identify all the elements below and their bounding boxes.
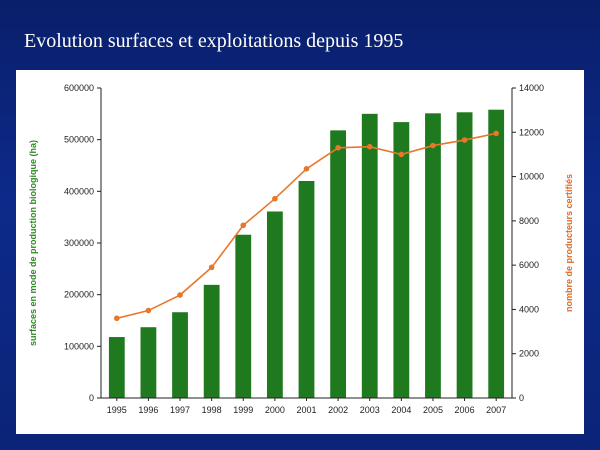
chart-panel: 0 100000 200000 300000 400000 500000 600000 0 20… — [16, 70, 584, 434]
line-point-1998 — [208, 264, 215, 271]
bar-series — [108, 109, 505, 399]
bar-2000 — [266, 211, 283, 398]
axes: 0 100000 200000 300000 400000 500000 600000 0 20… — [64, 83, 544, 415]
line-point-2004 — [398, 151, 405, 158]
slide-title: Evolution surfaces et exploitations depu… — [24, 30, 404, 52]
left-tick-label: 100000 — [64, 341, 94, 351]
right-tick-label: 8000 — [519, 216, 539, 226]
line-point-2007 — [493, 130, 499, 137]
right-tick-label: 4000 — [519, 304, 539, 314]
x-tick-label: 2001 — [296, 405, 316, 415]
x-tick-label: 2003 — [360, 405, 380, 415]
line-point-1996 — [145, 307, 152, 314]
bar-2003 — [361, 113, 378, 399]
right-tick-label: 10000 — [519, 172, 544, 182]
right-tick-label: 12000 — [519, 127, 544, 137]
combo-chart: 0 100000 200000 300000 400000 500000 600000 0 20… — [28, 83, 574, 415]
x-tick-label: 2002 — [328, 405, 348, 415]
left-tick-label: 600000 — [64, 83, 94, 93]
left-tick-label: 300000 — [64, 238, 94, 248]
line-series — [114, 130, 499, 322]
x-tick-label: 2000 — [265, 405, 285, 415]
axis-labels: surfaces en mode de production biologiqu… — [28, 140, 574, 346]
x-tick-label: 2006 — [455, 405, 475, 415]
x-tick-label: 1999 — [233, 405, 253, 415]
bar-1996 — [140, 327, 157, 398]
bar-2005 — [425, 113, 441, 399]
line-point-2003 — [366, 143, 373, 150]
line-point-2001 — [303, 166, 310, 172]
right-axis-title: nombre de producteurs certifiés — [564, 174, 574, 312]
left-tick-label: 0 — [89, 393, 94, 403]
x-tick-label: 1997 — [170, 405, 190, 415]
left-tick-label: 400000 — [64, 186, 94, 196]
right-tick-label: 0 — [519, 393, 524, 403]
right-tick-label: 6000 — [519, 260, 539, 270]
line-point-1999 — [240, 222, 247, 229]
bar-2007 — [488, 109, 505, 398]
line-point-2000 — [272, 195, 278, 202]
bar-1999 — [235, 234, 252, 398]
left-tick-label: 200000 — [64, 290, 94, 300]
x-tick-label: 2004 — [391, 405, 411, 415]
x-tick-label: 2007 — [486, 405, 506, 415]
bar-1995 — [108, 337, 125, 398]
bar-1998 — [203, 284, 220, 398]
line-point-1995 — [114, 315, 120, 322]
bar-2002 — [330, 130, 347, 398]
x-tick-label: 2005 — [423, 405, 443, 415]
x-tick-label: 1998 — [202, 405, 222, 415]
x-tick-label: 1995 — [107, 405, 127, 415]
x-tick-label: 1996 — [138, 405, 158, 415]
bar-2004 — [393, 122, 410, 398]
line-point-1997 — [177, 292, 183, 298]
right-tick-label: 14000 — [519, 83, 544, 93]
line-point-2005 — [430, 142, 436, 149]
bar-2001 — [298, 181, 315, 398]
line-point-2002 — [335, 144, 341, 151]
right-tick-label: 2000 — [519, 349, 539, 359]
left-axis-title: surfaces en mode de production biologiqu… — [28, 140, 38, 346]
line-point-2006 — [461, 137, 468, 143]
bar-2006 — [456, 112, 473, 399]
left-tick-label: 500000 — [64, 135, 94, 145]
bar-1997 — [172, 312, 188, 398]
